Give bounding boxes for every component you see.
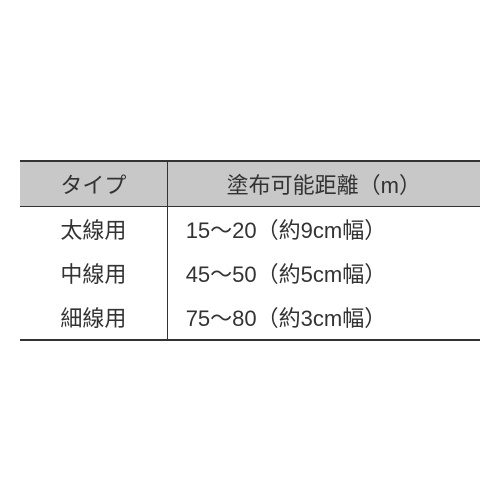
table-row: 細線用 75～80（約3cm幅） xyxy=(20,295,480,340)
table-header-row: タイプ 塗布可能距離（m） xyxy=(20,161,480,207)
table-row: 太線用 15～20（約9cm幅） xyxy=(20,206,480,251)
column-header-distance: 塗布可能距離（m） xyxy=(167,161,480,207)
cell-distance: 75～80（約3cm幅） xyxy=(167,295,480,340)
column-header-type: タイプ xyxy=(20,161,167,207)
cell-type: 中線用 xyxy=(20,251,167,295)
spec-table: タイプ 塗布可能距離（m） 太線用 15～20（約9cm幅） 中線用 45～50… xyxy=(20,160,480,341)
cell-distance: 45～50（約5cm幅） xyxy=(167,251,480,295)
table-row: 中線用 45～50（約5cm幅） xyxy=(20,251,480,295)
spec-table-container: タイプ 塗布可能距離（m） 太線用 15～20（約9cm幅） 中線用 45～50… xyxy=(20,160,480,341)
cell-type: 細線用 xyxy=(20,295,167,340)
cell-distance: 15～20（約9cm幅） xyxy=(167,206,480,251)
cell-type: 太線用 xyxy=(20,206,167,251)
